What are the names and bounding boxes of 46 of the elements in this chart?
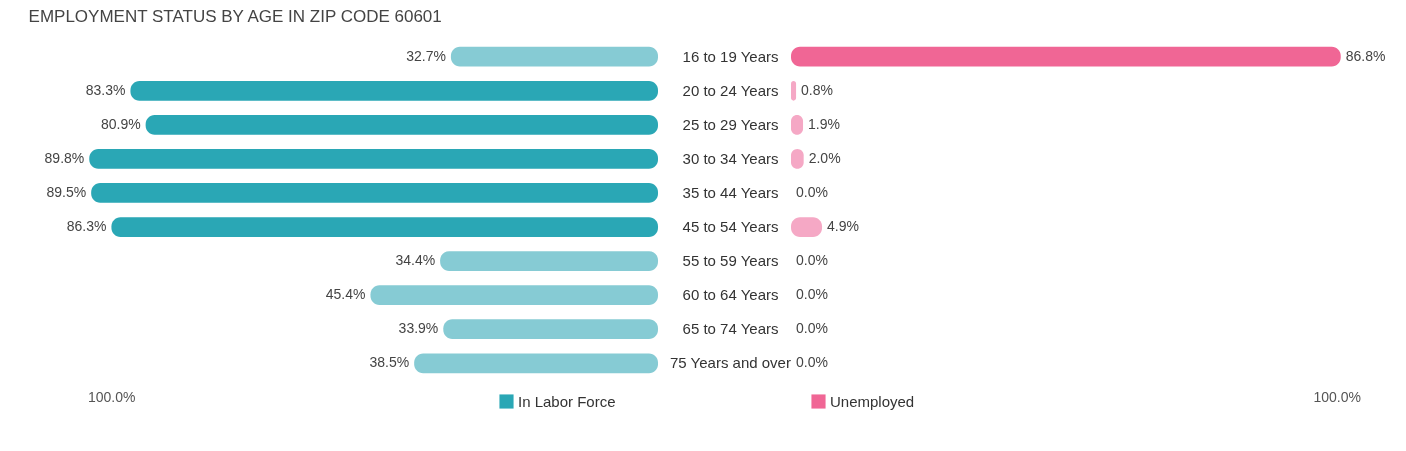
bar: [443, 319, 658, 340]
bar: [370, 285, 658, 306]
data-label: 0.0%: [796, 252, 828, 269]
bar: [89, 149, 658, 169]
y-tick-label: 20 to 24 Years: [682, 81, 779, 99]
data-label: 89.5%: [46, 183, 87, 200]
bar: [450, 46, 658, 67]
data-label: 34.4%: [395, 252, 436, 269]
data-label: 0.0%: [796, 183, 828, 200]
data-label: 0.0%: [796, 354, 828, 371]
legend-label: In Labor Force: [518, 392, 616, 410]
text: 100.0%: [1313, 389, 1361, 405]
y-tick-label: 75 Years and over: [670, 354, 791, 372]
data-label: 2.0%: [808, 149, 841, 166]
data-label: 0.0%: [796, 320, 828, 337]
bar: [414, 353, 658, 374]
data-label: 80.9%: [100, 115, 141, 132]
bar: [130, 80, 658, 101]
bar: [791, 46, 1341, 67]
text: 100.0%: [88, 389, 136, 405]
data-label: 1.9%: [808, 115, 840, 132]
data-label: 38.5%: [369, 354, 410, 371]
data-label: 83.3%: [85, 81, 126, 98]
y-tick-label: 60 to 64 Years: [682, 286, 779, 304]
data-label: 86.3%: [66, 218, 107, 235]
bar: [91, 183, 658, 203]
bar: [145, 114, 658, 135]
data-label: 89.8%: [44, 149, 85, 166]
y-tick-label: 35 to 44 Years: [682, 183, 779, 201]
y-tick-label: 16 to 19 Years: [682, 47, 779, 65]
data-label: 45.4%: [325, 286, 366, 303]
data-label: 4.9%: [827, 218, 859, 235]
y-tick-label: 25 to 29 Years: [682, 115, 779, 133]
bar: [111, 217, 658, 237]
data-label: 0.0%: [796, 286, 828, 303]
chart-title: EMPLOYMENT STATUS BY AGE IN ZIP CODE 60601: [28, 7, 442, 26]
y-tick-label: 65 to 74 Years: [682, 320, 779, 338]
y-tick-label: 30 to 34 Years: [682, 149, 779, 167]
data-label: 32.7%: [406, 47, 446, 64]
data-label: 0.8%: [801, 81, 833, 98]
bar: [440, 251, 658, 271]
y-tick-label: 55 to 59 Years: [682, 252, 779, 270]
legend-label: Unemployed: [830, 392, 915, 410]
data-label: 33.9%: [398, 320, 439, 337]
y-tick-label: 45 to 54 Years: [682, 218, 779, 236]
data-label: 86.8%: [1345, 47, 1386, 64]
